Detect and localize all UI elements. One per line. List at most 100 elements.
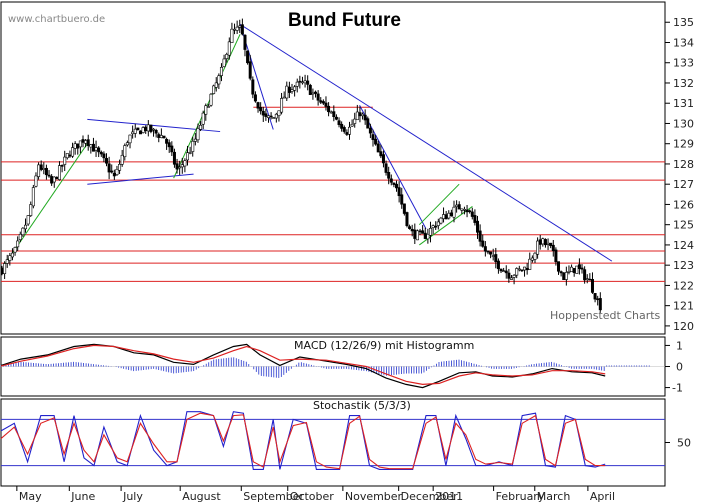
candle-body — [149, 124, 153, 132]
candle-body — [212, 85, 216, 94]
candle-body — [423, 232, 427, 239]
candle-body — [138, 130, 142, 135]
panel-frames — [0, 1, 666, 487]
x-tick-label: November — [345, 490, 403, 502]
candle-body — [44, 167, 48, 176]
candle-body — [60, 165, 64, 167]
candle-body — [504, 270, 508, 274]
candle-body — [494, 254, 498, 263]
candle-body — [554, 249, 558, 263]
candle-body — [13, 247, 17, 253]
candle-body — [387, 172, 391, 179]
candle-body — [311, 92, 315, 95]
candle-body — [29, 204, 33, 216]
candle-body — [115, 169, 119, 175]
candle-body — [18, 233, 22, 240]
candle-body — [65, 153, 69, 159]
candle-body — [118, 164, 122, 171]
candle-body — [361, 113, 365, 117]
candle-body — [449, 212, 453, 217]
x-tick-label: October — [290, 490, 334, 502]
candle-body — [73, 143, 77, 149]
candle-body — [246, 50, 250, 64]
candle-body — [199, 124, 203, 130]
x-tick-label: April — [590, 490, 615, 502]
candle-body — [408, 226, 412, 229]
candle-body — [300, 81, 304, 84]
candle-body — [293, 86, 297, 91]
candle-body — [10, 252, 14, 258]
candle-body — [133, 128, 137, 134]
candle-body — [308, 84, 312, 95]
candle-body — [470, 211, 474, 217]
candle-body — [340, 123, 344, 129]
candle-body — [0, 267, 4, 275]
candle-body — [590, 279, 594, 293]
stochastic-title: Stochastik (5/3/3) — [313, 399, 411, 412]
candle-body — [37, 164, 41, 177]
candle-body — [214, 82, 218, 88]
candle-body — [266, 115, 270, 118]
candle-body — [280, 98, 284, 113]
candle-body — [509, 277, 513, 280]
candle-body — [219, 66, 223, 76]
candle-body — [489, 251, 493, 255]
candle-body — [86, 139, 90, 146]
candle-body — [334, 116, 338, 120]
candle-body — [253, 94, 257, 102]
price-tick-label: 132 — [673, 77, 694, 90]
candle-body — [225, 54, 229, 59]
price-tick-label: 135 — [673, 16, 694, 29]
candle-body — [499, 268, 503, 272]
candle-body — [564, 272, 568, 280]
candle-body — [530, 257, 534, 261]
candle-body — [146, 124, 150, 132]
candle-body — [120, 154, 124, 165]
candle-body — [240, 24, 244, 35]
candle-body — [206, 106, 210, 108]
candle-body — [397, 187, 401, 197]
candle-body — [379, 151, 383, 157]
price-tick-label: 122 — [673, 279, 694, 292]
candle-body — [366, 118, 370, 129]
candle-body — [243, 34, 247, 50]
candle-body — [596, 298, 600, 301]
candle-body — [507, 272, 511, 279]
candle-body — [282, 96, 286, 99]
candle-body — [546, 242, 550, 245]
candle-body — [523, 266, 527, 271]
candle-body — [353, 118, 357, 124]
candle-body — [465, 209, 469, 213]
candle-body — [259, 107, 263, 112]
candle-body — [47, 174, 51, 177]
candle-body — [329, 111, 333, 114]
candle-body — [256, 102, 260, 109]
candle-body — [238, 25, 242, 28]
candle-body — [183, 160, 187, 167]
candle-body — [193, 138, 197, 142]
macd-tick-label: 0 — [676, 361, 683, 374]
candle-body — [170, 145, 174, 153]
candle-body — [549, 242, 553, 247]
candle-body — [332, 111, 336, 117]
candle-body — [295, 81, 299, 87]
candle-body — [418, 230, 422, 233]
candle-body — [94, 147, 98, 151]
candle-body — [235, 26, 239, 31]
macd-panel: 1 0 -1 — [0, 339, 683, 395]
candle-body — [342, 127, 346, 132]
candle-body — [230, 28, 234, 43]
x-tick-label: 2011 — [435, 490, 463, 502]
candle-body — [8, 255, 12, 261]
trendline — [239, 23, 613, 262]
candle-body — [233, 28, 237, 31]
candle-body — [24, 224, 28, 230]
candle-body — [141, 127, 145, 133]
price-tick-label: 125 — [673, 219, 694, 232]
candle-body — [368, 127, 372, 134]
macd-title: MACD (12/26/9) mit Histogramm — [294, 339, 474, 352]
candle-body — [588, 278, 592, 281]
candle-body — [363, 114, 367, 121]
candle-body — [76, 143, 80, 149]
